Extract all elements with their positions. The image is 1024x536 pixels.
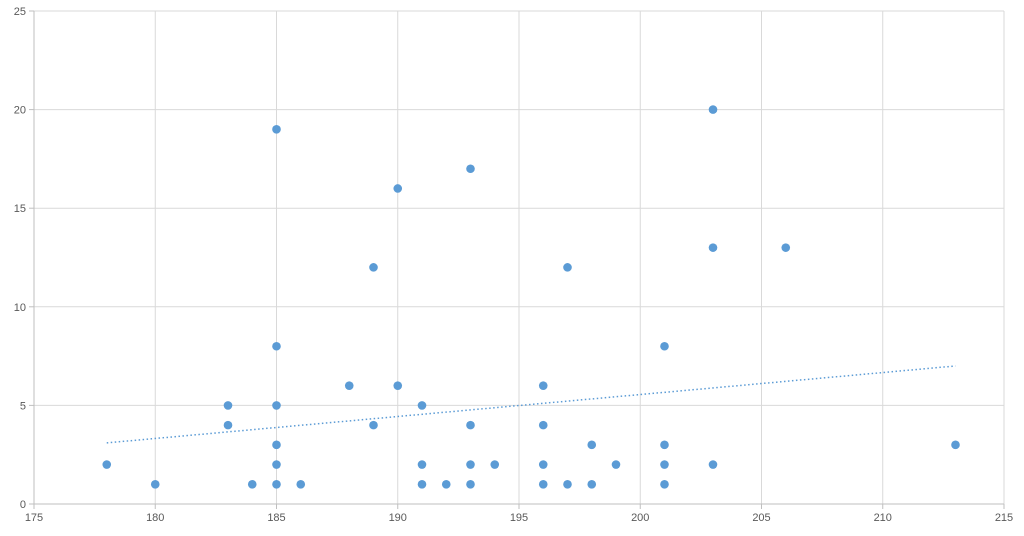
tick-labels: 175 180 185 190 195 200 205 210 215 0 5 10 15 20 25 [14, 6, 1013, 524]
data-point [223, 420, 233, 430]
x-tick-label: 185 [267, 512, 285, 524]
data-point [538, 460, 548, 469]
data-point [272, 479, 281, 489]
data-point [490, 460, 500, 469]
x-tick-label: 180 [146, 512, 164, 524]
y-tick-label: 10 [14, 302, 26, 314]
data-point [708, 460, 718, 469]
x-tick-label: 175 [25, 512, 43, 524]
data-point [660, 341, 669, 351]
data-point [660, 479, 669, 489]
data-point [441, 479, 451, 489]
y-tick-label: 15 [14, 203, 26, 215]
data-point [417, 460, 427, 469]
y-tick-label: 0 [20, 499, 26, 511]
data-point [563, 263, 572, 272]
data-point [296, 479, 306, 489]
data-point [272, 460, 281, 469]
data-point [660, 440, 669, 450]
trendline [106, 365, 956, 444]
data-point [102, 460, 112, 469]
data-point [344, 381, 354, 390]
x-tick-label: 205 [752, 512, 770, 524]
x-tick-label: 215 [995, 512, 1013, 524]
data-point [417, 479, 427, 489]
data-point [563, 479, 572, 489]
data-point [272, 440, 281, 450]
data-point [951, 440, 960, 450]
data-point [587, 479, 597, 489]
data-points [102, 105, 960, 489]
data-point [272, 341, 281, 351]
data-point [417, 401, 427, 410]
data-point [466, 420, 475, 430]
data-point [538, 381, 548, 390]
data-point [247, 479, 257, 489]
axes [29, 10, 1005, 509]
data-point [587, 440, 597, 450]
data-point [466, 460, 475, 469]
data-point [223, 401, 233, 410]
x-tick-label: 200 [631, 512, 649, 524]
y-tick-label: 25 [14, 6, 26, 18]
data-point [272, 401, 281, 410]
data-point [708, 105, 718, 114]
data-point [369, 263, 378, 272]
data-point [781, 243, 791, 252]
x-tick-label: 195 [510, 512, 528, 524]
y-tick-label: 20 [14, 105, 26, 117]
x-tick-label: 190 [389, 512, 407, 524]
data-point [538, 479, 548, 489]
x-tick-label: 210 [874, 512, 892, 524]
data-point [150, 479, 160, 489]
data-point [708, 243, 718, 252]
data-point [611, 460, 621, 469]
data-point [660, 460, 669, 469]
data-point [393, 381, 403, 390]
data-point [466, 479, 475, 489]
data-point [538, 420, 548, 430]
data-point [393, 184, 403, 193]
data-point [272, 125, 281, 134]
y-tick-label: 5 [20, 400, 26, 412]
data-point [466, 164, 475, 174]
grid-lines [34, 10, 1005, 504]
data-point [369, 420, 378, 430]
